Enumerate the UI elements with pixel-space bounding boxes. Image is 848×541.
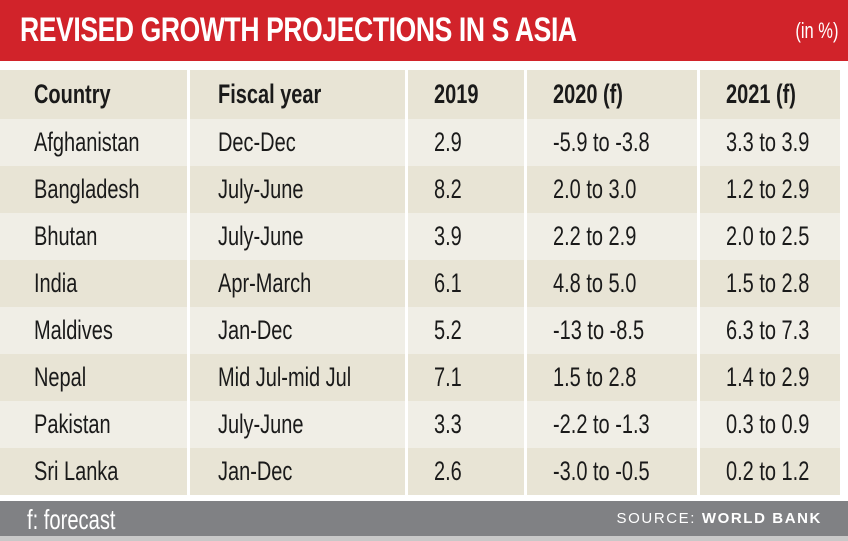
column-header-fiscal-year: Fiscal year <box>188 70 408 119</box>
cell-2019: 8.2 <box>406 166 527 213</box>
cell-fiscal-year: July-June <box>188 166 408 213</box>
cell-fiscal-year: Mid Jul-mid Jul <box>188 354 408 401</box>
column-header-2020: 2020 (f) <box>525 70 700 119</box>
cell-2019: 5.2 <box>406 307 527 354</box>
cell-2021: 1.5 to 2.8 <box>725 268 809 298</box>
title-unit: (in %) <box>794 18 838 43</box>
cell-2020: -3.0 to -0.5 <box>525 448 700 495</box>
table-row: Sri Lanka Jan-Dec 2.6 -3.0 to -0.5 0.2 to 1.… <box>0 448 840 495</box>
table-header-row: Country Fiscal year 2019 2020 (f) 2021 (… <box>0 70 840 119</box>
table-row: Afghanistan Dec-Dec 2.9 -5.9 to -3.8 3.3 to … <box>0 119 840 166</box>
cell-2021: 1.2 to 2.9 <box>725 174 809 204</box>
source-label: SOURCE: <box>616 510 697 527</box>
cell-fiscal-year: Dec-Dec <box>188 119 408 166</box>
table-row: Bhutan July-June 3.9 2.2 to 2.9 2.0 to 2.5 <box>0 213 840 260</box>
cell-2020: -5.9 to -3.8 <box>525 119 700 166</box>
cell-country: Pakistan <box>0 401 190 448</box>
cell-2019: 2.9 <box>406 119 527 166</box>
footer-bar: f: forecast SOURCE: WORLD BANK <box>0 501 848 541</box>
cell-2021: 0.3 to 0.9 <box>725 409 809 439</box>
cell-2019: 3.9 <box>406 213 527 260</box>
cell-2021: 2.0 to 2.5 <box>725 221 809 251</box>
cell-2019: 3.3 <box>406 401 527 448</box>
cell-fiscal-year: July-June <box>188 213 408 260</box>
table-row: India Apr-March 6.1 4.8 to 5.0 1.5 to 2.8 <box>0 260 840 307</box>
cell-country: Nepal <box>0 354 190 401</box>
table-row: Bangladesh July-June 8.2 2.0 to 3.0 1.2 to 2… <box>0 166 840 213</box>
cell-2020: 4.8 to 5.0 <box>525 260 700 307</box>
cell-2021: 1.4 to 2.9 <box>725 362 809 392</box>
source-name: WORLD BANK <box>701 510 822 527</box>
title-banner: REVISED GROWTH PROJECTIONS IN S ASIA (in… <box>0 0 848 61</box>
cell-2019: 7.1 <box>406 354 527 401</box>
forecast-footnote: f: forecast <box>27 504 116 535</box>
cell-fiscal-year: July-June <box>188 401 408 448</box>
table-row: Pakistan July-June 3.3 -2.2 to -1.3 0.3 to 0… <box>0 401 840 448</box>
table-row: Nepal Mid Jul-mid Jul 7.1 1.5 to 2.8 1.4 to … <box>0 354 840 401</box>
cell-2020: 2.0 to 3.0 <box>525 166 700 213</box>
cell-2021: 0.2 to 1.2 <box>725 456 809 486</box>
cell-2021: 6.3 to 7.3 <box>725 315 809 345</box>
cell-country: Sri Lanka <box>0 448 190 495</box>
cell-2019: 2.6 <box>406 448 527 495</box>
cell-fiscal-year: Apr-March <box>188 260 408 307</box>
cell-country: Maldives <box>0 307 190 354</box>
growth-projections-table: Country Fiscal year 2019 2020 (f) 2021 (… <box>0 70 840 495</box>
cell-country: India <box>0 260 190 307</box>
source-credit: SOURCE: WORLD BANK <box>617 510 822 527</box>
cell-2020: -2.2 to -1.3 <box>525 401 700 448</box>
page-title: REVISED GROWTH PROJECTIONS IN S ASIA <box>20 11 577 49</box>
cell-2020: 2.2 to 2.9 <box>525 213 700 260</box>
cell-country: Bangladesh <box>0 166 190 213</box>
cell-country: Bhutan <box>0 213 190 260</box>
column-header-country: Country <box>0 70 190 119</box>
cell-country: Afghanistan <box>0 119 190 166</box>
cell-2019: 6.1 <box>406 260 527 307</box>
cell-2020: -13 to -8.5 <box>525 307 700 354</box>
cell-fiscal-year: Jan-Dec <box>188 448 408 495</box>
table-body: Afghanistan Dec-Dec 2.9 -5.9 to -3.8 3.3 to … <box>0 119 840 495</box>
column-header-2021: 2021 (f) <box>725 79 796 109</box>
cell-fiscal-year: Jan-Dec <box>188 307 408 354</box>
cell-2021: 3.3 to 3.9 <box>725 127 809 157</box>
table-row: Maldives Jan-Dec 5.2 -13 to -8.5 6.3 to 7.3 <box>0 307 840 354</box>
cell-2020: 1.5 to 2.8 <box>525 354 700 401</box>
column-header-2019: 2019 <box>406 70 527 119</box>
